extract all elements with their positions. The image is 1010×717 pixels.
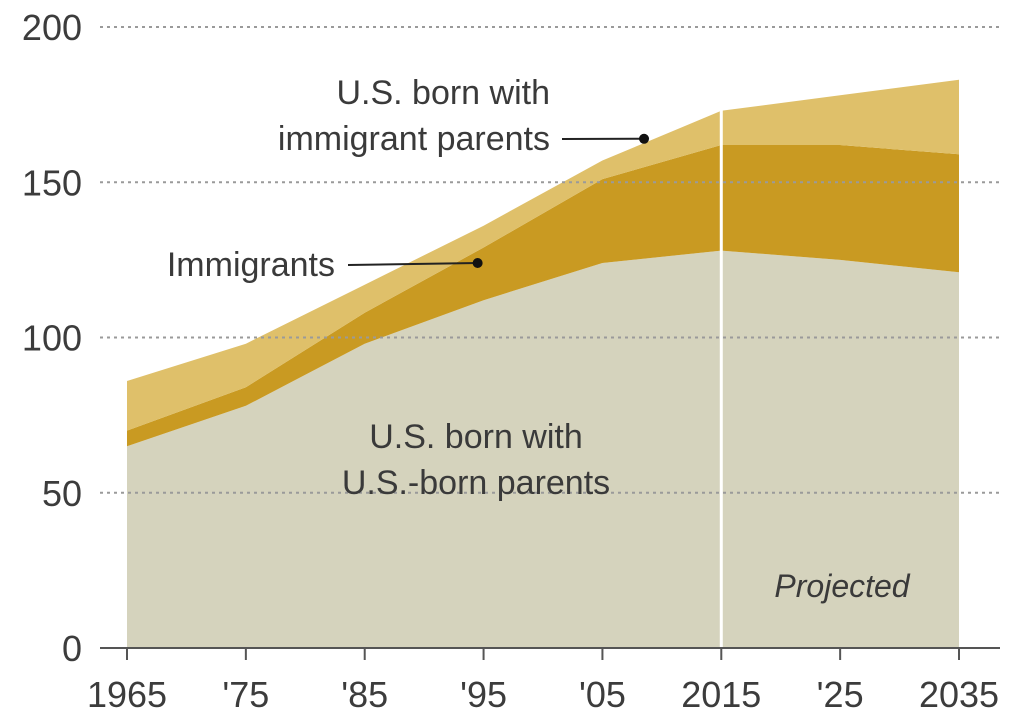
series-label-u-s-born-with-immigrant-parents: U.S. born with immigrant parents bbox=[278, 74, 550, 158]
x-tick-label-2015: 2015 bbox=[681, 674, 761, 715]
leader-dot-immigrants bbox=[472, 257, 483, 268]
x-tick-label-1995: '95 bbox=[460, 674, 507, 715]
x-tick-label-2035: 2035 bbox=[919, 674, 999, 715]
x-tick-label-1975: '75 bbox=[222, 674, 269, 715]
y-tick-label-200: 200 bbox=[22, 7, 82, 48]
x-tick-label-1965: 1965 bbox=[87, 674, 167, 715]
y-tick-label-150: 150 bbox=[22, 162, 82, 203]
y-tick-label-50: 50 bbox=[42, 473, 82, 514]
x-tick-label-1985: '85 bbox=[341, 674, 388, 715]
x-tick-label-2025: '25 bbox=[817, 674, 864, 715]
leader-dot-u-s-born-with-immigrant-parents bbox=[639, 133, 650, 144]
projected-label: Projected bbox=[774, 568, 910, 604]
x-tick-label-2005: '05 bbox=[579, 674, 626, 715]
axes-group: 0 50 100 150 200 1965 '75 '85 '95 '05 2015 '25 2035 bbox=[22, 7, 1000, 715]
y-tick-label-100: 100 bbox=[22, 318, 82, 359]
series-label-u-s-born-with-u-s-born-parents: U.S. born with U.S.-born parents bbox=[342, 418, 610, 502]
areas-group bbox=[127, 79, 959, 648]
area-u-s-born-with-u-s-born-parents bbox=[127, 250, 959, 648]
leader-line-immigrants bbox=[347, 261, 478, 266]
gridlines-group bbox=[100, 26, 1000, 494]
series-label-immigrants: Immigrants bbox=[167, 246, 335, 284]
area-immigrants bbox=[127, 145, 959, 447]
labels-group: U.S. born with U.S.-born parents Immigrant… bbox=[167, 74, 911, 604]
area-u-s-born-with-immigrant-parents bbox=[127, 79, 959, 431]
y-tick-label-0: 0 bbox=[62, 628, 82, 669]
